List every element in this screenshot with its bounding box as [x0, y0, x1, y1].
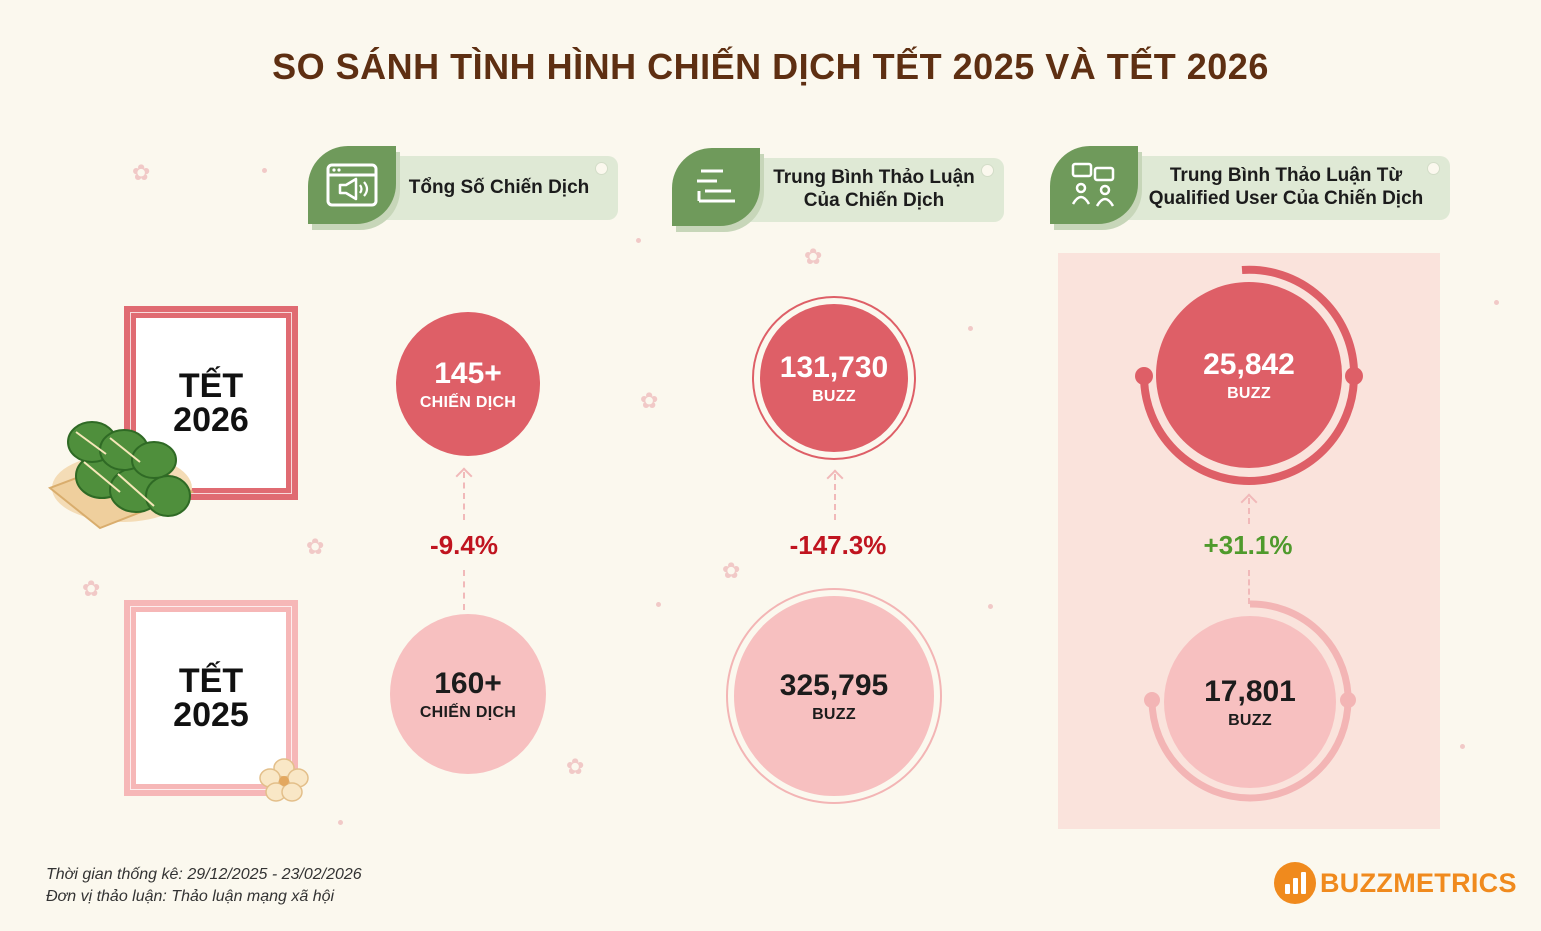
value-2025: 17,801 [1204, 674, 1296, 708]
value-2026: 131,730 [779, 350, 889, 384]
year-frame-2025: TẾT 2025 [124, 600, 298, 796]
dot-decoration [338, 820, 343, 825]
blossom-decoration: ✿ [566, 754, 585, 779]
dot-decoration [656, 602, 661, 607]
unit-2025: BUZZ [1228, 711, 1272, 729]
year-word: TẾT [178, 662, 244, 700]
buzzmetrics-logo: BUZZMETRICS [1274, 860, 1517, 906]
dot-decoration [636, 238, 641, 243]
value-2025: 160+ [434, 666, 502, 700]
header-text-line1: Tổng Số Chiến Dịch [408, 176, 590, 198]
footer-notes: Thời gian thống kê: 29/12/2025 - 23/02/2… [46, 864, 362, 909]
avg-buzz-2025-circle: 325,795 BUZZ [734, 596, 934, 796]
qualified-change: +31.1% [1203, 530, 1293, 560]
year-label-2026: TẾT 2026 [130, 312, 292, 494]
dot-decoration [968, 326, 973, 331]
dashed-connector [1248, 570, 1250, 604]
qualified-2025-arc [1144, 600, 1356, 802]
qualified-2025-circle: 17,801 BUZZ [1164, 616, 1336, 788]
avg-buzz-2026-ring [752, 296, 916, 460]
dot-decoration [262, 168, 267, 173]
header-qualified-discussion: Trung Bình Thảo Luận Từ Qualified User C… [1050, 146, 1450, 226]
year-number: 2025 [173, 696, 249, 734]
logo-text: BUZZMETRICS [1320, 868, 1517, 899]
blossom-decoration: ✿ [804, 244, 823, 269]
pin-decoration [981, 164, 994, 177]
campaigns-2025-circle: 160+ CHIẾN DỊCH [390, 614, 546, 774]
footer-period: Thời gian thống kê: 29/12/2025 - 23/02/2… [46, 866, 362, 883]
value-2026: 25,842 [1203, 347, 1295, 381]
megaphone-window-icon [308, 146, 396, 224]
pin-decoration [595, 162, 608, 175]
logo-text-metrics: METRICS [1393, 867, 1517, 898]
dot-decoration [1494, 300, 1499, 305]
unit-2025: CHIẾN DỊCH [419, 703, 517, 721]
blossom-decoration: ✿ [722, 558, 741, 583]
avg-buzz-2026-circle: 131,730 BUZZ [760, 304, 908, 452]
header-text-line2: Của Chiến Dịch [803, 190, 945, 211]
dot-decoration [1460, 744, 1465, 749]
unit-2026: BUZZ [812, 387, 856, 405]
unit-2026: CHIẾN DỊCH [419, 393, 517, 411]
avg-buzz-change: -147.3% [789, 530, 887, 560]
value-2026: 145+ [434, 356, 502, 390]
qualified-2026-circle: 25,842 BUZZ [1156, 282, 1342, 468]
users-chat-icon [1050, 146, 1138, 224]
chat-lines-icon [672, 148, 760, 226]
footer-unit: Đơn vị thảo luận: Thảo luận mạng xã hội [46, 888, 335, 906]
pin-decoration [1427, 162, 1440, 175]
blossom-decoration: ✿ [640, 388, 659, 413]
bar-chart-logo-icon [1274, 862, 1316, 904]
dashed-connector [1248, 498, 1250, 524]
banh-chung-icon [48, 421, 195, 530]
header-label: Tổng Số Chiến Dịch [368, 156, 618, 220]
unit-2025: BUZZ [812, 705, 856, 723]
avg-buzz-2025-ring [726, 588, 942, 804]
header-avg-discussion: Trung Bình Thảo Luận Của Chiến Dịch [672, 148, 1004, 228]
year-label-2025: TẾT 2025 [130, 606, 292, 790]
dashed-connector [463, 570, 465, 610]
blossom-decoration: ✿ [132, 160, 151, 185]
campaigns-change: -9.4% [430, 530, 498, 560]
blossom-decoration: ✿ [82, 576, 101, 601]
header-text-line2: Qualified User Của Chiến Dịch [1148, 188, 1424, 209]
header-text-line1: Trung Bình Thảo Luận Từ [1169, 165, 1403, 187]
header-label: Trung Bình Thảo Luận Của Chiến Dịch [732, 158, 1004, 222]
flower-icon [259, 758, 309, 802]
dashed-connector [463, 472, 465, 520]
header-label: Trung Bình Thảo Luận Từ Qualified User C… [1110, 156, 1450, 220]
dashed-connector [834, 474, 836, 520]
blossom-decoration: ✿ [306, 534, 325, 559]
campaigns-2026-circle: 145+ CHIẾN DỊCH [396, 312, 540, 456]
value-2025: 325,795 [779, 668, 889, 702]
page-title: SO SÁNH TÌNH HÌNH CHIẾN DỊCH TẾT 2025 VÀ… [272, 46, 1269, 87]
qualified-2026-arc [1135, 265, 1363, 485]
unit-2026: BUZZ [1227, 384, 1271, 402]
year-frame-2026: TẾT 2026 [124, 306, 298, 500]
dot-decoration [988, 604, 993, 609]
header-text-line1: Trung Bình Thảo Luận [773, 167, 975, 189]
logo-text-buzz: BUZZ [1320, 867, 1394, 898]
header-total-campaigns: Tổng Số Chiến Dịch [308, 146, 620, 226]
